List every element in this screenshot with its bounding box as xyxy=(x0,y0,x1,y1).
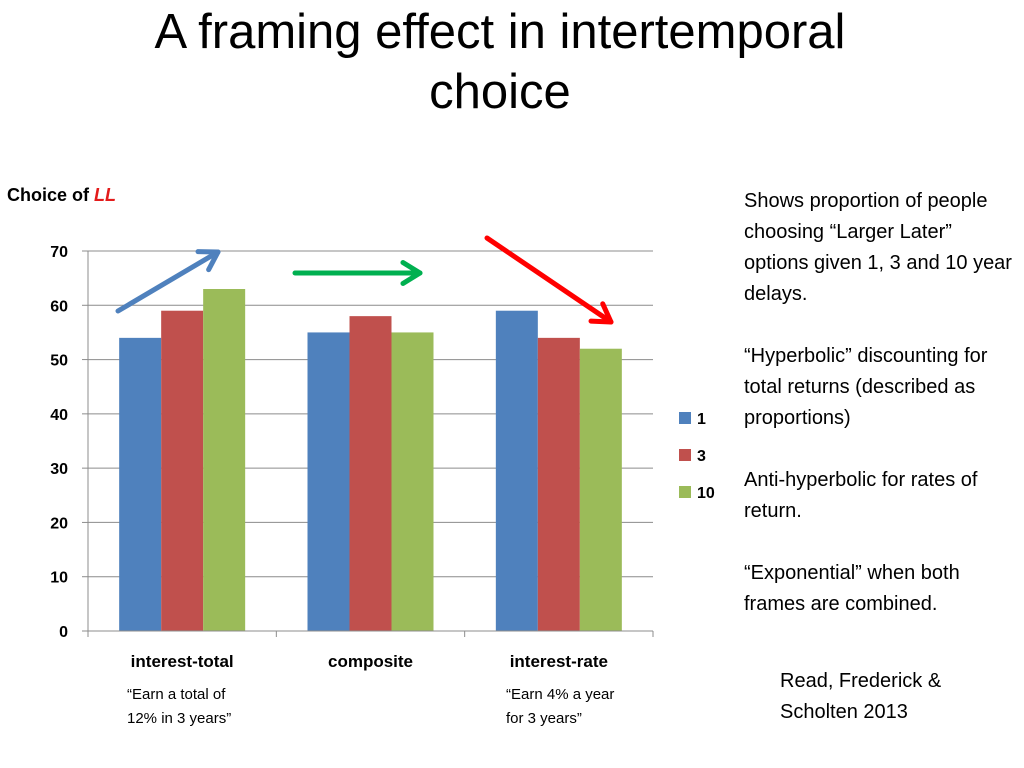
arrow-head xyxy=(195,249,221,273)
x-tick-label: interest-rate xyxy=(510,652,608,671)
y-tick-label: 10 xyxy=(50,570,68,587)
bar xyxy=(537,337,580,631)
title-line-2: choice xyxy=(429,65,571,119)
axes xyxy=(87,251,654,637)
y-tick-label: 70 xyxy=(50,244,68,261)
side-note: Anti-hyperbolic for rates of return. xyxy=(744,469,978,522)
legend: 1 3 10 xyxy=(679,411,715,502)
legend-swatch xyxy=(679,449,691,461)
legend-swatch xyxy=(679,486,691,498)
bar xyxy=(495,310,538,631)
legend-label: 10 xyxy=(697,485,715,502)
citation: Read, Frederick & Scholten 2013 xyxy=(780,670,942,723)
x-axis-labels: interest-total composite interest-rate xyxy=(131,652,608,671)
slide-title: A framing effect in intertemporal choice xyxy=(0,2,1000,122)
trend-arrow-interest-total xyxy=(115,249,221,314)
side-note: “Exponential” when both frames are combi… xyxy=(744,562,960,615)
side-notes: Shows proportion of people choosing “Lar… xyxy=(744,186,1019,651)
y-tick-label: 60 xyxy=(50,298,68,315)
bar xyxy=(203,289,246,631)
arrow-shaft xyxy=(484,235,614,325)
legend-label: 1 xyxy=(697,411,706,428)
arrow-shaft xyxy=(115,249,221,314)
y-tick-label: 20 xyxy=(50,515,68,532)
y-tick-label: 30 xyxy=(50,461,68,478)
x-tick-label: composite xyxy=(328,652,413,671)
trend-arrow-composite xyxy=(292,260,423,286)
x-tick-label: interest-total xyxy=(131,652,234,671)
category-note: “Earn 4% a year for 3 years” xyxy=(506,686,615,727)
y-tick-label: 0 xyxy=(59,624,68,641)
y-axis-label-prefix: Choice of xyxy=(7,185,95,205)
y-axis-label: Choice of LL xyxy=(7,185,116,206)
y-tick-label: 40 xyxy=(50,407,68,424)
legend-swatch xyxy=(679,412,691,424)
bar xyxy=(579,348,622,631)
arrow-head xyxy=(400,260,423,286)
trend-arrow-interest-rate xyxy=(484,235,614,325)
title-line-1: A framing effect in intertemporal xyxy=(154,5,846,59)
legend-label: 3 xyxy=(697,448,706,465)
bars xyxy=(119,289,622,631)
bar xyxy=(119,337,162,631)
arrow-head xyxy=(588,301,614,325)
bar xyxy=(161,310,204,631)
y-axis-label-emphasis: LL xyxy=(94,185,117,205)
bar xyxy=(391,332,434,631)
y-tick-label: 50 xyxy=(50,353,68,370)
side-note: “Hyperbolic” discounting for total retur… xyxy=(744,345,988,429)
side-note: Shows proportion of people choosing “Lar… xyxy=(744,190,1012,305)
y-axis-ticks: 0 10 20 30 40 50 60 70 xyxy=(50,244,88,641)
trend-arrows xyxy=(115,235,614,325)
bar xyxy=(307,332,350,631)
bar xyxy=(349,316,392,631)
category-note: “Earn a total of 12% in 3 years” xyxy=(127,686,232,727)
